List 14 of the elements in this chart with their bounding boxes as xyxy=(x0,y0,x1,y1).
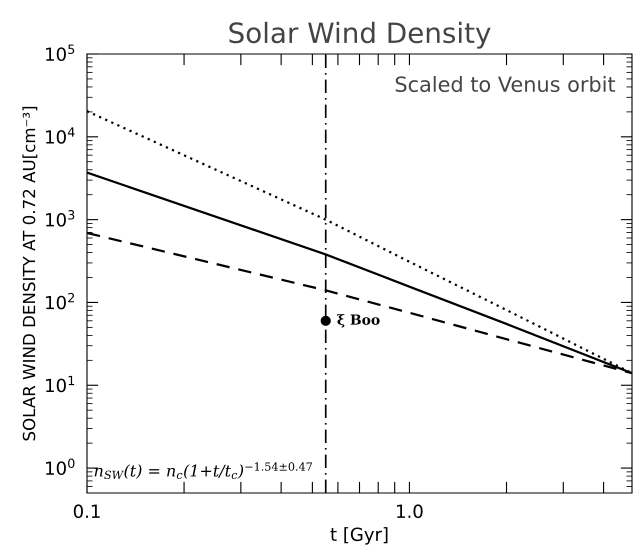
y-axis-title: SOLAR WIND DENSITY AT 0.72 AU[cm⁻³] xyxy=(22,106,38,440)
annotation: n$_{SW}$(t) = n$_{c}$(1+t/t$_{c}$)$^{−1.54±0.47}$ xyxy=(94,462,312,480)
x-axis-title: t [Gyr] xyxy=(330,527,388,545)
y-tick-label: 10$^{0}$ xyxy=(46,458,74,476)
y-tick-label: 10$^{1}$ xyxy=(46,376,74,392)
x-tick-label: 0.1 xyxy=(74,504,100,518)
y-tick-label: 10$^{3}$ xyxy=(46,210,74,227)
annotation: Scaled to Venus orbit xyxy=(396,76,616,92)
x-tick-label: 1.0 xyxy=(397,504,423,518)
y-tick-label: 10$^{2}$ xyxy=(46,292,74,310)
annotation: ξ Boo xyxy=(337,314,380,328)
chart-title: Solar Wind Density xyxy=(229,22,491,49)
y-tick-label: 10$^{4}$ xyxy=(46,127,75,144)
y-tick-label: 10$^{5}$ xyxy=(46,44,74,61)
